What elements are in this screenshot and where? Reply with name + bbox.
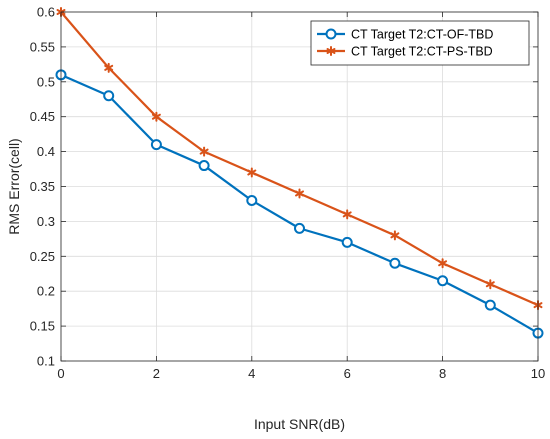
y-tick-label: 0.3 bbox=[37, 214, 55, 229]
y-tick-label: 0.6 bbox=[37, 5, 55, 20]
data-point bbox=[437, 275, 449, 287]
data-point bbox=[198, 160, 210, 172]
x-tick-label: 10 bbox=[531, 366, 545, 381]
data-point bbox=[246, 194, 258, 206]
y-tick-labels: 0.1 0.15 0.2 0.25 0.3 0.35 0.4 0.45 0.5 0.55 0.6 bbox=[30, 5, 55, 369]
data-point bbox=[150, 139, 162, 151]
y-axis-label: RMS Error(cell) bbox=[6, 138, 22, 234]
data-point bbox=[103, 90, 115, 102]
data-point bbox=[389, 257, 401, 269]
y-tick-label: 0.5 bbox=[37, 74, 55, 89]
tick-marks bbox=[60, 11, 539, 362]
data-point bbox=[104, 62, 114, 73]
data-point bbox=[390, 230, 400, 241]
legend-marker bbox=[326, 46, 336, 56]
data-point bbox=[342, 209, 352, 220]
legend-item-1: CT Target T2:CT-OF-TBD bbox=[317, 28, 493, 42]
y-tick-label: 0.35 bbox=[30, 179, 55, 194]
data-point bbox=[485, 279, 495, 290]
legend-box bbox=[310, 20, 530, 66]
legend-item-2: CT Target T2:CT-PS-TBD bbox=[317, 45, 493, 59]
x-tick-label: 8 bbox=[439, 366, 446, 381]
grid-lines bbox=[60, 11, 539, 362]
y-tick-label: 0.45 bbox=[30, 109, 55, 124]
data-point bbox=[151, 111, 161, 122]
data-point bbox=[199, 146, 209, 157]
y-tick-label: 0.15 bbox=[30, 319, 55, 334]
y-tick-label: 0.55 bbox=[30, 39, 55, 54]
y-tick-label: 0.2 bbox=[37, 284, 55, 299]
data-point bbox=[484, 299, 496, 311]
x-tick-label: 0 bbox=[57, 366, 64, 381]
series-1 bbox=[55, 69, 544, 339]
legend-label: CT Target T2:CT-OF-TBD bbox=[351, 28, 493, 42]
data-point bbox=[438, 258, 448, 269]
legend-label: CT Target T2:CT-PS-TBD bbox=[351, 45, 493, 59]
legend-marker bbox=[325, 28, 337, 40]
data-point bbox=[295, 188, 304, 199]
y-tick-label: 0.1 bbox=[37, 354, 55, 369]
legend: CT Target T2:CT-OF-TBD CT Target T2:CT-PS… bbox=[310, 20, 530, 66]
y-tick-label: 0.25 bbox=[30, 249, 55, 264]
x-tick-labels: 0 2 4 6 8 10 bbox=[57, 366, 545, 381]
x-tick-label: 6 bbox=[344, 366, 351, 381]
x-axis-label: Input SNR(dB) bbox=[254, 416, 345, 432]
x-tick-label: 2 bbox=[153, 366, 160, 381]
data-point bbox=[247, 167, 257, 178]
x-tick-label: 4 bbox=[248, 366, 255, 381]
y-tick-label: 0.4 bbox=[37, 144, 55, 159]
legend-items: CT Target T2:CT-OF-TBD CT Target T2:CT-PS… bbox=[317, 28, 493, 59]
series-group bbox=[55, 7, 544, 339]
data-point bbox=[294, 222, 305, 234]
data-point bbox=[341, 236, 353, 248]
